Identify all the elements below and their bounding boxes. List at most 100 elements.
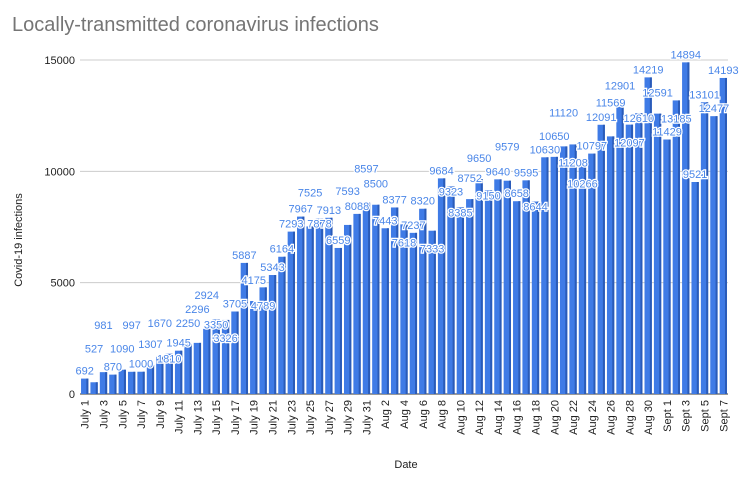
bar [193,342,202,394]
bar-shade [715,116,718,394]
data-label: 8088 [345,201,369,213]
bar-shade [368,202,371,394]
bar [315,218,324,394]
bar-shade [433,230,436,394]
data-label: 12477 [699,103,730,115]
data-label: 527 [85,343,103,355]
bar [343,224,352,394]
chart-title: Locally-transmitted coronavirus infectio… [12,14,379,36]
bar-shade [170,353,173,394]
bar-shade [527,180,530,394]
bar [428,230,436,394]
bar-shade [574,144,577,394]
data-label: 8644 [523,202,547,214]
bar-shade [95,382,98,394]
data-label: 1670 [148,318,172,330]
bar-shade [490,190,493,394]
x-tick-label: Sept 5 [700,400,712,432]
data-label: 7967 [288,204,312,216]
bar [616,106,624,394]
data-label: 1307 [138,339,162,351]
data-label: 7618 [392,237,416,249]
bar [569,144,577,394]
bar [541,157,549,394]
data-label: 1945 [166,338,190,350]
bar-shade [621,106,624,394]
x-tick-label: Aug 2 [380,400,392,429]
bar [606,136,615,395]
data-label: 3326 [213,333,237,345]
bar-shade [274,275,277,394]
bar-shade [302,216,305,394]
bar-shade [508,180,511,394]
bar-shade [724,77,727,394]
bar [184,343,192,394]
data-label: 997 [122,320,140,332]
bar-shade [358,213,361,394]
data-label: 8500 [364,179,388,191]
bar [156,356,164,394]
bar-shade [311,226,314,394]
data-label: 12097 [614,138,645,150]
data-label: 8752 [457,173,481,185]
data-label: 3350 [204,319,228,331]
bar-shade [462,207,465,394]
x-tick-label: July 9 [155,400,167,429]
bar-shade [152,364,155,394]
bar [653,113,662,394]
bar [109,374,117,394]
bar-shade [584,165,587,394]
bar [663,139,671,394]
bar [466,199,474,394]
data-label: 13101 [689,89,720,101]
bar [81,378,89,394]
data-label: 9150 [476,190,500,202]
x-tick-label: July 27 [324,400,336,435]
bar-shade [443,178,446,394]
bar-shade [480,179,483,394]
bar-shade [593,153,596,394]
bar-shade [631,124,634,394]
data-label: 10797 [577,141,608,153]
bar-shade [537,201,540,394]
data-label: 1810 [157,354,181,366]
bar [306,226,314,394]
data-label: 4789 [251,300,275,312]
data-label: 2250 [176,318,200,330]
bar-shade [546,157,549,394]
bar-shade [649,77,652,395]
data-label: 6164 [270,244,294,256]
bar-shade [405,224,408,394]
bar-shade [659,113,662,394]
x-tick-label: July 3 [98,400,110,429]
bar-shade [264,287,267,394]
data-label: 870 [104,362,122,374]
data-label: 7593 [335,186,359,198]
y-axis-label: Covid-19 infections [13,193,25,287]
bar-shade [321,218,324,394]
data-label: 13185 [661,113,692,125]
bar [437,178,446,394]
bar-shade [377,204,380,394]
data-label: 981 [94,320,112,332]
bar [700,102,709,395]
x-tick-label: Aug 30 [643,400,655,435]
bar-shade [208,328,211,394]
bar [578,165,587,394]
x-tick-label: Aug 14 [493,400,505,435]
data-label: 7293 [279,219,303,231]
bar-shade [105,372,108,394]
bar [221,319,230,394]
data-label: 14219 [633,64,664,76]
x-tick-label: July 21 [268,400,280,435]
bar [409,232,418,394]
bar-shade [283,256,286,394]
bar-shade [678,100,681,394]
bar [419,208,427,394]
bar [212,319,220,394]
data-label: 692 [76,366,94,378]
data-label: 11429 [652,127,682,139]
data-label: 9579 [495,142,519,154]
y-tick-label: 15000 [44,55,75,67]
bar [297,216,305,394]
